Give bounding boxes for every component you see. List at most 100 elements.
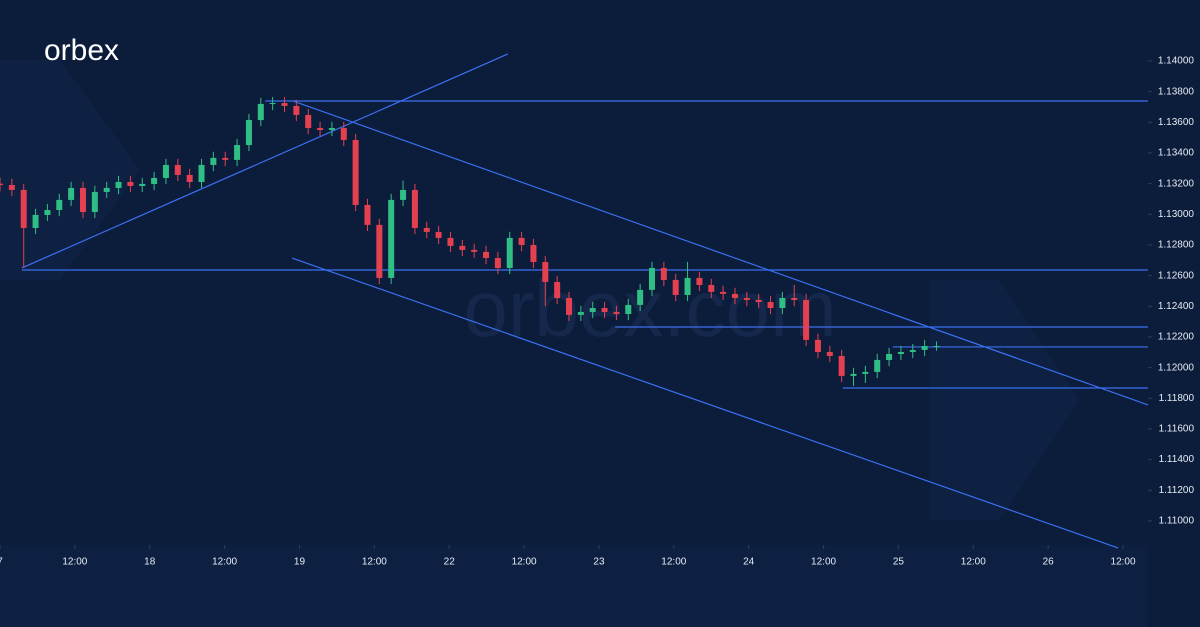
candle-body <box>518 237 525 245</box>
y-tick-label: 1.12600 <box>1158 270 1195 281</box>
x-axis-band <box>0 545 1148 627</box>
candle-body <box>577 311 584 315</box>
candle-body <box>625 304 632 314</box>
candle-body <box>447 237 454 246</box>
candle-body <box>151 177 158 184</box>
candle-body <box>352 139 359 205</box>
candle-body <box>779 298 786 308</box>
candle-body <box>234 145 241 160</box>
candle-body <box>79 187 86 213</box>
y-tick-label: 1.12000 <box>1158 362 1195 373</box>
trend-line <box>293 100 1149 406</box>
candle-body <box>566 298 573 315</box>
candle-body <box>388 199 395 278</box>
x-tick-label: 12:00 <box>1111 557 1136 568</box>
y-tick-label: 1.11600 <box>1159 424 1195 435</box>
y-tick-label: 1.13800 <box>1158 86 1195 97</box>
candle-body <box>494 258 501 268</box>
trend-line <box>291 257 1119 549</box>
candle-body <box>0 183 3 186</box>
candle-body <box>684 277 691 295</box>
candle-body <box>530 244 537 262</box>
y-tick-label: 1.11400 <box>1159 454 1195 465</box>
x-tick-label: 12:00 <box>212 557 237 568</box>
candle-body <box>423 227 430 232</box>
candle-body <box>44 210 51 215</box>
y-tick-label: 1.13000 <box>1158 209 1195 220</box>
candle-body <box>56 199 63 211</box>
y-tick-label: 1.12800 <box>1158 240 1195 251</box>
plot: 1.11000 1.11200 1.11400 1.11600 1.11800 1.120… <box>0 53 1195 568</box>
candle-body <box>933 346 940 348</box>
candle-body <box>305 114 312 129</box>
candle-body <box>281 103 288 106</box>
candle-body <box>672 279 679 295</box>
candle-body <box>471 249 478 252</box>
candle-body <box>720 291 727 294</box>
candle-body <box>613 311 620 314</box>
trend-line <box>21 53 509 269</box>
x-tick-label: 19 <box>294 557 306 568</box>
candle-body <box>743 298 750 301</box>
candle-body <box>791 298 798 301</box>
candle-body <box>376 224 383 278</box>
candle-body <box>850 373 857 376</box>
candle-body <box>400 189 407 200</box>
candle-body <box>198 164 205 182</box>
y-tick-label: 1.11000 <box>1159 516 1195 527</box>
candle-body <box>103 187 110 192</box>
candle-body <box>328 128 335 131</box>
candle-body <box>364 204 371 225</box>
x-tick-label: 12:00 <box>661 557 686 568</box>
candle-body <box>293 105 300 115</box>
candle-body <box>542 261 549 282</box>
x-tick-label: 12:00 <box>62 557 87 568</box>
x-tick-label: 12:00 <box>961 557 986 568</box>
candle-body <box>874 359 881 372</box>
candle-body <box>838 355 845 376</box>
candle-body <box>222 157 229 160</box>
candle-body <box>269 103 276 105</box>
candle-body <box>257 103 264 121</box>
candle-body <box>897 351 904 354</box>
y-tick-label: 1.11200 <box>1159 485 1195 496</box>
candle-body <box>483 251 490 259</box>
candle-body <box>20 189 27 228</box>
candle-body <box>91 191 98 213</box>
candle-body <box>186 174 193 182</box>
y-tick-label: 1.13400 <box>1158 148 1195 159</box>
candle-body <box>459 245 466 250</box>
candle-body <box>174 164 181 175</box>
y-tick-label: 1.14000 <box>1158 56 1195 67</box>
x-tick-label: 23 <box>593 557 605 568</box>
candle-body <box>767 302 774 308</box>
candle-body <box>862 371 869 374</box>
x-tick-label: 12:00 <box>512 557 537 568</box>
candle-body <box>601 307 608 312</box>
logo: orbex <box>44 34 119 67</box>
x-tick-label: 12:00 <box>811 557 836 568</box>
candle-body <box>731 293 738 299</box>
candle-body <box>648 267 655 290</box>
x-tick-label: 24 <box>743 557 755 568</box>
candle-body <box>826 351 833 356</box>
x-tick-label: 18 <box>144 557 156 568</box>
candle-body <box>245 120 252 146</box>
x-tick-label: 26 <box>1043 557 1055 568</box>
y-tick-label: 1.12400 <box>1158 301 1195 312</box>
candle-body <box>708 284 715 292</box>
x-tick-label: 25 <box>893 557 905 568</box>
candle-body <box>921 346 928 350</box>
x-tick-label: 22 <box>444 557 456 568</box>
candle-body <box>411 189 418 228</box>
x-tick-label: 7 <box>0 557 3 568</box>
candle-body <box>637 289 644 305</box>
candle-body <box>139 183 146 186</box>
candle-body <box>32 214 39 228</box>
candle-body <box>696 277 703 285</box>
candle-body <box>506 237 513 268</box>
candle-body <box>162 164 169 178</box>
candle-body <box>803 300 810 340</box>
decor <box>930 280 1080 520</box>
